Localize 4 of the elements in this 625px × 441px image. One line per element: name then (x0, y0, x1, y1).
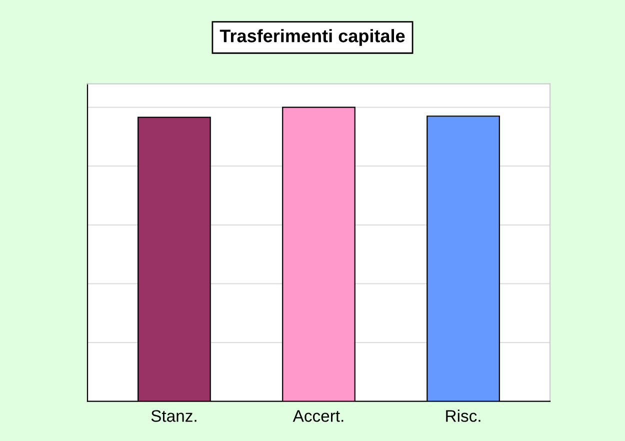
x-tick-label: Accert. (292, 410, 344, 422)
chart-title: Trasferimenti capitale (220, 29, 405, 46)
x-tick-label: Risc. (446, 410, 480, 422)
x-tick-label: Stanz. (151, 410, 196, 422)
